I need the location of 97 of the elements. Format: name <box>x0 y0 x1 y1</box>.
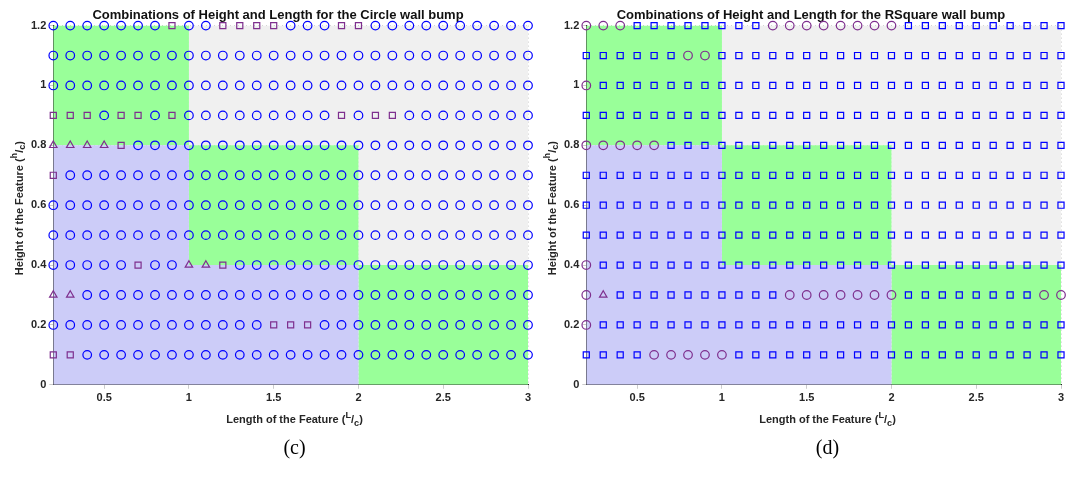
point <box>717 349 727 360</box>
point <box>184 260 194 268</box>
point <box>615 140 626 151</box>
point <box>784 290 795 300</box>
y-tick-label: 0.8 <box>30 138 47 151</box>
point <box>784 20 795 31</box>
point <box>65 290 75 298</box>
y-tick-label: 0.6 <box>30 198 47 211</box>
point <box>253 21 261 30</box>
point <box>49 111 57 120</box>
point <box>371 111 380 120</box>
point <box>117 111 125 120</box>
x-tick-label: 0.5 <box>96 391 112 404</box>
point <box>581 320 592 330</box>
point <box>869 20 880 31</box>
x-tick-label: 1 <box>185 391 192 404</box>
point <box>134 111 142 120</box>
point <box>581 140 592 151</box>
point <box>581 20 592 31</box>
x-tick-label: 1.5 <box>266 391 282 404</box>
point <box>49 171 57 179</box>
point <box>1056 290 1066 300</box>
chart-title: Combinations of Height and Length for the Circle wall bump <box>92 7 464 23</box>
point <box>66 111 74 120</box>
point <box>66 351 74 359</box>
point <box>683 50 693 61</box>
point <box>337 21 346 30</box>
point <box>649 140 660 151</box>
y-tick-label: 0.4 <box>563 258 581 271</box>
y-tick-label: 0 <box>40 377 47 390</box>
point <box>700 349 710 360</box>
y-tick-label: 1 <box>573 78 580 91</box>
point <box>767 20 778 31</box>
x-tick-label: 2.5 <box>968 391 984 404</box>
point <box>700 50 710 61</box>
point <box>48 140 58 149</box>
y-tick-label: 0 <box>573 377 580 390</box>
point <box>581 80 592 91</box>
y-tick-label: 0.8 <box>563 138 580 151</box>
chart-title: Combinations of Height and Length for the RSquare wall bump <box>616 7 1006 23</box>
x-tick-label: 1.5 <box>799 391 815 404</box>
point <box>168 111 176 120</box>
point <box>219 261 227 269</box>
point <box>818 290 829 300</box>
point <box>65 140 75 149</box>
point <box>649 349 660 360</box>
x-tick-label: 2 <box>888 391 895 404</box>
point <box>666 349 676 360</box>
point <box>134 261 142 269</box>
x-tick-label: 3 <box>1057 391 1065 404</box>
point <box>632 140 643 151</box>
point <box>801 290 812 300</box>
x-tick-label: 1 <box>718 391 725 404</box>
point <box>835 20 846 31</box>
point <box>683 349 693 360</box>
point <box>49 351 57 359</box>
point <box>388 111 397 120</box>
x-tick-label: 2.5 <box>435 391 451 404</box>
point <box>835 290 846 300</box>
y-tick-label: 1 <box>40 78 47 91</box>
text: (d) <box>814 435 841 459</box>
x-axis-title: Length of the Feature ($^{L}$/$_{c}$) <box>225 410 364 428</box>
point <box>886 290 897 300</box>
point <box>598 140 609 151</box>
y-tick-label: 0.2 <box>30 317 47 330</box>
point <box>869 290 880 300</box>
point <box>354 21 363 30</box>
x-axis-title: Length of the Feature ($^{L}$/$_{c}$) <box>758 410 897 428</box>
point <box>117 141 125 149</box>
y-tick-label: 0.4 <box>30 258 48 271</box>
x-tick-label: 0.5 <box>629 391 645 404</box>
point <box>852 290 863 300</box>
y-tick-label: 1.2 <box>30 18 47 31</box>
point <box>581 290 592 300</box>
point <box>83 111 91 120</box>
point <box>99 140 109 149</box>
point <box>581 260 592 270</box>
point <box>598 20 609 31</box>
y-tick-label: 1.2 <box>563 18 580 31</box>
point <box>168 21 176 30</box>
y-tick-label: 0.6 <box>563 198 580 211</box>
point <box>303 321 312 329</box>
point <box>1039 290 1049 300</box>
point <box>598 290 608 298</box>
point <box>287 321 295 329</box>
x-tick-label: 2 <box>355 391 362 404</box>
x-tick-label: 3 <box>524 391 532 404</box>
point <box>852 20 863 31</box>
point <box>236 21 244 30</box>
point <box>82 140 92 149</box>
text: (c) <box>282 435 307 459</box>
point <box>615 20 626 31</box>
point <box>48 290 58 298</box>
point <box>337 111 346 120</box>
point <box>201 260 211 268</box>
point <box>270 321 278 329</box>
y-tick-label: 0.2 <box>563 317 580 330</box>
